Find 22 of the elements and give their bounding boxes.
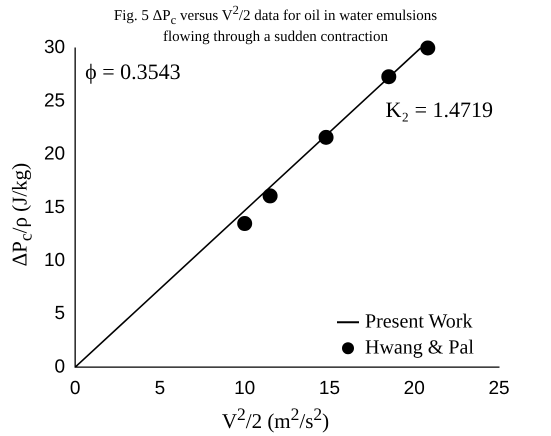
x-tick-label: 20 bbox=[404, 378, 425, 399]
point bbox=[237, 216, 252, 232]
x-tick-label: 5 bbox=[154, 378, 166, 399]
y-tick-label: 10 bbox=[44, 250, 66, 272]
y-tick-label: 15 bbox=[44, 196, 66, 218]
annotation: K₂ = 1.4719 bbox=[386, 96, 493, 122]
y-tick-label: 0 bbox=[54, 356, 66, 378]
legend-label: Present Work bbox=[365, 310, 472, 332]
legend-label: Hwang & Pal bbox=[365, 336, 474, 358]
x-tick-label: 25 bbox=[488, 378, 510, 399]
y-tick-label: 25 bbox=[44, 90, 66, 112]
x-tick-label: 0 bbox=[70, 378, 80, 399]
y-tick-label: 20 bbox=[44, 144, 66, 165]
y-tick-label: 30 bbox=[44, 37, 66, 58]
point bbox=[420, 40, 436, 56]
x-tick-label: 10 bbox=[234, 378, 256, 399]
annotation: ϕ = 0.3543 bbox=[85, 58, 181, 84]
x-tick-label: 15 bbox=[318, 378, 340, 399]
chart-title: Fig. 5 ΔP$_{c}$ versus V$^{2}$/2 data for oil in water emulsions flowing through a sudden contraction bbox=[112, 2, 438, 46]
point bbox=[262, 188, 278, 204]
x-axis-title: V$^{2}$/2 (m$^{2}$/s$^{2}$) bbox=[220, 404, 330, 434]
y-tick-label: 5 bbox=[54, 303, 66, 324]
